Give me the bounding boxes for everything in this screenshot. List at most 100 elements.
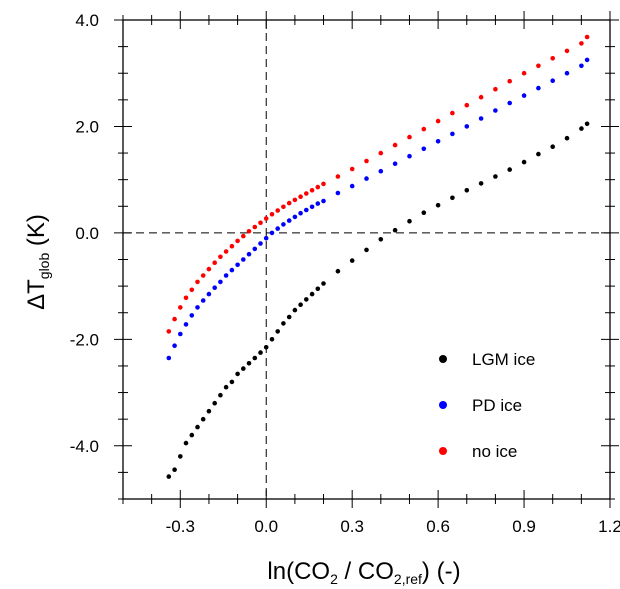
series-no-ice — [166, 34, 590, 334]
data-point-pd-ice — [304, 207, 309, 213]
data-point-no-ice — [195, 279, 200, 285]
data-point-no-ice — [349, 166, 355, 172]
x-tick-label: 0.6 — [426, 517, 450, 536]
data-point-pd-ice — [464, 124, 470, 129]
data-point-no-ice — [550, 56, 555, 61]
axis-ticks — [114, 11, 619, 508]
data-point-lgm-ice — [407, 218, 412, 224]
data-point-pd-ice — [315, 201, 321, 206]
data-point-pd-ice — [212, 285, 217, 291]
legend-marker-no-ice — [439, 447, 447, 455]
data-point-lgm-ice — [246, 361, 252, 366]
data-point-pd-ice — [223, 273, 229, 278]
y-tick-label: 0.0 — [75, 224, 99, 243]
data-point-pd-ice — [235, 262, 240, 268]
legend-marker-pd-ice — [439, 401, 447, 409]
data-point-no-ice — [335, 174, 341, 179]
data-point-lgm-ice — [183, 440, 189, 446]
data-point-lgm-ice — [258, 350, 263, 355]
data-point-pd-ice — [421, 146, 427, 152]
data-point-no-ice — [183, 295, 189, 301]
data-point-lgm-ice — [315, 286, 321, 292]
data-point-lgm-ice — [304, 297, 309, 302]
data-point-no-ice — [321, 181, 326, 187]
data-point-lgm-ice — [550, 144, 555, 149]
data-point-pd-ice — [281, 222, 286, 227]
data-point-lgm-ice — [189, 432, 195, 438]
data-point-lgm-ice — [521, 159, 527, 165]
y-axis-title-sub: glob — [36, 253, 52, 280]
data-point-no-ice — [292, 197, 298, 203]
data-point-no-ice — [235, 238, 240, 244]
data-point-no-ice — [298, 194, 303, 199]
data-point-pd-ice — [200, 298, 206, 303]
data-point-no-ice — [450, 110, 455, 116]
data-point-pd-ice — [172, 343, 177, 349]
data-point-lgm-ice — [450, 195, 455, 201]
data-point-no-ice — [212, 260, 217, 266]
data-point-no-ice — [464, 102, 470, 108]
x-tick-label: 0.9 — [512, 517, 536, 536]
data-point-no-ice — [206, 266, 212, 272]
data-point-pd-ice — [229, 267, 235, 273]
data-point-lgm-ice — [200, 416, 206, 422]
legend-label-lgm-ice: LGM ice — [472, 350, 535, 369]
data-point-pd-ice — [493, 108, 498, 113]
data-point-lgm-ice — [212, 400, 217, 406]
data-point-pd-ice — [321, 198, 326, 204]
data-point-pd-ice — [241, 257, 246, 262]
tick-labels: -0.3 0.0 0.3 0.6 0.9 1.2 4.0 2.0 0.0 -2.0 -4.0 — [70, 11, 620, 536]
data-point-pd-ice — [349, 183, 355, 189]
y-tick-label: -4.0 — [70, 437, 99, 456]
data-point-no-ice — [478, 94, 484, 100]
data-point-pd-ice — [178, 331, 183, 337]
data-point-no-ice — [172, 316, 177, 322]
x-tick-label: 0.0 — [254, 517, 278, 536]
data-point-no-ice — [178, 305, 183, 310]
data-point-lgm-ice — [292, 307, 298, 313]
data-point-pd-ice — [407, 153, 412, 159]
data-point-lgm-ice — [536, 151, 541, 157]
data-point-lgm-ice — [364, 247, 369, 253]
data-point-no-ice — [269, 212, 275, 217]
x-tick-label: -0.3 — [166, 517, 195, 536]
data-point-lgm-ice — [579, 126, 584, 131]
data-point-pd-ice — [269, 230, 275, 236]
data-point-pd-ice — [166, 355, 172, 361]
data-point-no-ice — [507, 78, 512, 84]
data-point-lgm-ice — [269, 337, 275, 342]
data-point-pd-ice — [450, 131, 455, 137]
data-point-lgm-ice — [281, 321, 286, 326]
data-point-no-ice — [286, 200, 292, 206]
data-points — [166, 34, 590, 479]
data-point-no-ice — [229, 243, 235, 249]
data-point-lgm-ice — [392, 227, 398, 233]
data-point-no-ice — [263, 216, 269, 221]
data-point-pd-ice — [286, 218, 292, 223]
data-point-pd-ice — [183, 322, 189, 327]
data-point-lgm-ice — [235, 371, 240, 377]
data-point-lgm-ice — [229, 379, 235, 385]
data-point-no-ice — [241, 233, 246, 239]
data-point-lgm-ice — [335, 268, 341, 274]
x-tick-label: 1.2 — [598, 517, 620, 536]
y-tick-label: -2.0 — [70, 330, 99, 349]
legend: LGM ice PD ice no ice — [439, 350, 535, 461]
data-point-pd-ice — [364, 176, 369, 181]
data-point-lgm-ice — [507, 167, 512, 172]
data-point-pd-ice — [564, 70, 570, 76]
data-point-pd-ice — [258, 241, 263, 246]
data-point-no-ice — [584, 34, 590, 40]
data-point-lgm-ice — [321, 281, 326, 286]
data-point-no-ice — [309, 188, 315, 193]
data-point-no-ice — [166, 329, 172, 334]
x-axis-title: ln(CO2 / CO2,ref) (-) — [267, 558, 460, 587]
data-point-no-ice — [258, 220, 263, 226]
data-point-no-ice — [246, 229, 252, 234]
data-point-lgm-ice — [478, 181, 484, 186]
data-point-no-ice — [189, 287, 195, 293]
data-point-lgm-ice — [584, 121, 590, 127]
data-point-pd-ice — [507, 100, 512, 106]
plot-frame — [122, 19, 611, 500]
